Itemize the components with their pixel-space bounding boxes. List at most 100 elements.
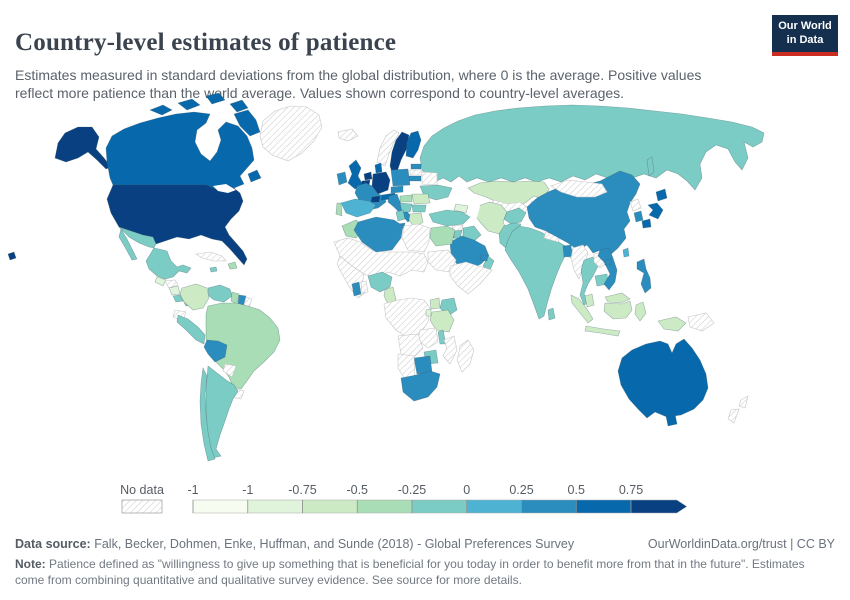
country-japan-kyushu[interactable] <box>641 218 652 229</box>
country-malaysia-borneo[interactable] <box>604 292 631 304</box>
country-estonia[interactable] <box>410 163 422 170</box>
country-paraguay[interactable] <box>222 363 237 378</box>
country-portugal[interactable] <box>335 202 343 217</box>
country-romania[interactable] <box>411 193 431 205</box>
owid-logo[interactable]: Our World in Data <box>772 15 838 56</box>
country-cuba[interactable] <box>195 251 227 262</box>
country-mexico[interactable] <box>118 226 192 280</box>
country-indonesia-papua[interactable] <box>657 316 687 332</box>
country-switzerland[interactable] <box>370 195 381 203</box>
legend-no-data-swatch[interactable] <box>121 499 163 514</box>
country-norway[interactable] <box>376 129 400 167</box>
country-tasmania[interactable] <box>665 413 678 427</box>
country-new-zealand-south[interactable] <box>727 408 740 424</box>
country-bulgaria[interactable] <box>411 204 427 213</box>
country-nicaragua[interactable] <box>168 285 181 296</box>
country-uganda[interactable] <box>429 297 441 310</box>
country-iceland[interactable] <box>337 128 359 142</box>
country-bolivia[interactable] <box>203 339 228 363</box>
country-turkey[interactable] <box>428 209 471 227</box>
country-angola[interactable] <box>397 333 424 359</box>
country-canada[interactable] <box>105 111 255 190</box>
country-chile[interactable] <box>199 366 216 462</box>
country-indonesia-sulawesi[interactable] <box>634 301 647 322</box>
country-horn-of-africa[interactable] <box>449 261 493 295</box>
legend-bin-6[interactable] <box>466 499 522 514</box>
country-uae[interactable] <box>479 254 489 262</box>
country-central-africa[interactable] <box>383 297 431 339</box>
country-jamaica[interactable] <box>209 266 218 273</box>
country-finland[interactable] <box>405 130 422 159</box>
country-guatemala[interactable] <box>154 276 167 287</box>
country-north-korea[interactable] <box>629 198 642 212</box>
country-algeria[interactable] <box>353 216 404 253</box>
country-tunisia[interactable] <box>395 209 406 222</box>
legend-bin-5[interactable] <box>411 499 467 514</box>
country-indonesia-kalimantan[interactable] <box>603 300 633 320</box>
country-canada-island[interactable] <box>229 99 249 113</box>
country-netherlands[interactable] <box>363 171 373 181</box>
country-hungary[interactable] <box>399 194 413 203</box>
country-vietnam[interactable] <box>597 247 618 291</box>
country-usa-hawaii[interactable] <box>7 251 17 261</box>
country-australia[interactable] <box>617 338 709 419</box>
country-caucasus[interactable] <box>453 203 469 214</box>
legend-bin-2[interactable] <box>247 499 303 514</box>
country-canada-newfoundland[interactable] <box>247 169 262 183</box>
country-serbia[interactable] <box>399 202 413 213</box>
country-nigeria[interactable] <box>367 271 393 293</box>
country-russia-sakhalin[interactable] <box>646 156 655 177</box>
country-south-korea[interactable] <box>633 210 644 223</box>
country-indonesia-sumatra[interactable] <box>570 294 594 324</box>
country-belarus[interactable] <box>421 171 438 186</box>
country-honduras[interactable] <box>164 279 179 289</box>
country-south-africa[interactable] <box>400 370 441 402</box>
country-canada-baffin[interactable] <box>233 109 261 137</box>
country-madagascar[interactable] <box>456 339 475 373</box>
country-rwanda[interactable] <box>425 308 432 317</box>
country-japan-hokkaido[interactable] <box>655 188 668 202</box>
country-sri-lanka[interactable] <box>547 307 556 321</box>
country-poland[interactable] <box>390 168 411 187</box>
country-taiwan[interactable] <box>622 247 630 258</box>
country-new-zealand-north[interactable] <box>738 395 749 409</box>
country-canada-island[interactable] <box>205 92 226 105</box>
legend-bin-1[interactable] <box>192 499 248 514</box>
country-haiti[interactable] <box>227 261 238 270</box>
country-tanzania[interactable] <box>429 309 455 333</box>
country-bangladesh[interactable] <box>562 244 573 258</box>
country-papua-new-guinea[interactable] <box>687 312 715 332</box>
country-guyana[interactable] <box>230 291 240 305</box>
country-venezuela[interactable] <box>207 284 233 303</box>
country-philippines[interactable] <box>636 258 652 294</box>
country-usa-alaska[interactable] <box>54 126 112 170</box>
country-czechia[interactable] <box>390 185 404 194</box>
country-latvia[interactable] <box>409 169 423 176</box>
country-mongolia[interactable] <box>550 179 608 198</box>
legend-bin-4[interactable] <box>357 499 413 514</box>
country-costa-rica[interactable] <box>172 294 184 303</box>
country-afghanistan[interactable] <box>503 207 527 225</box>
country-mexico-baja[interactable] <box>118 228 138 261</box>
country-egypt[interactable] <box>429 225 456 247</box>
country-peru[interactable] <box>176 314 206 345</box>
attribution-link[interactable]: OurWorldinData.org/trust | CC BY <box>647 537 835 551</box>
country-libya[interactable] <box>401 223 431 253</box>
country-mozambique[interactable] <box>442 335 458 365</box>
country-indonesia-java[interactable] <box>584 325 621 337</box>
legend-bin-9[interactable] <box>630 499 688 514</box>
legend-bin-3[interactable] <box>302 499 358 514</box>
country-canada-island[interactable] <box>149 104 173 116</box>
legend-bin-7[interactable] <box>521 499 577 514</box>
country-greenland[interactable] <box>259 105 323 162</box>
country-colombia[interactable] <box>179 283 210 311</box>
country-russia[interactable] <box>419 104 765 191</box>
country-ireland[interactable] <box>336 171 348 186</box>
country-togo-benin[interactable] <box>360 280 369 294</box>
country-denmark[interactable] <box>374 162 383 174</box>
country-canada-island[interactable] <box>177 98 201 111</box>
country-malaysia-peninsula[interactable] <box>584 293 595 308</box>
country-china-hainan[interactable] <box>604 258 612 266</box>
country-lithuania[interactable] <box>408 175 422 182</box>
country-japan-honshu[interactable] <box>647 202 664 220</box>
